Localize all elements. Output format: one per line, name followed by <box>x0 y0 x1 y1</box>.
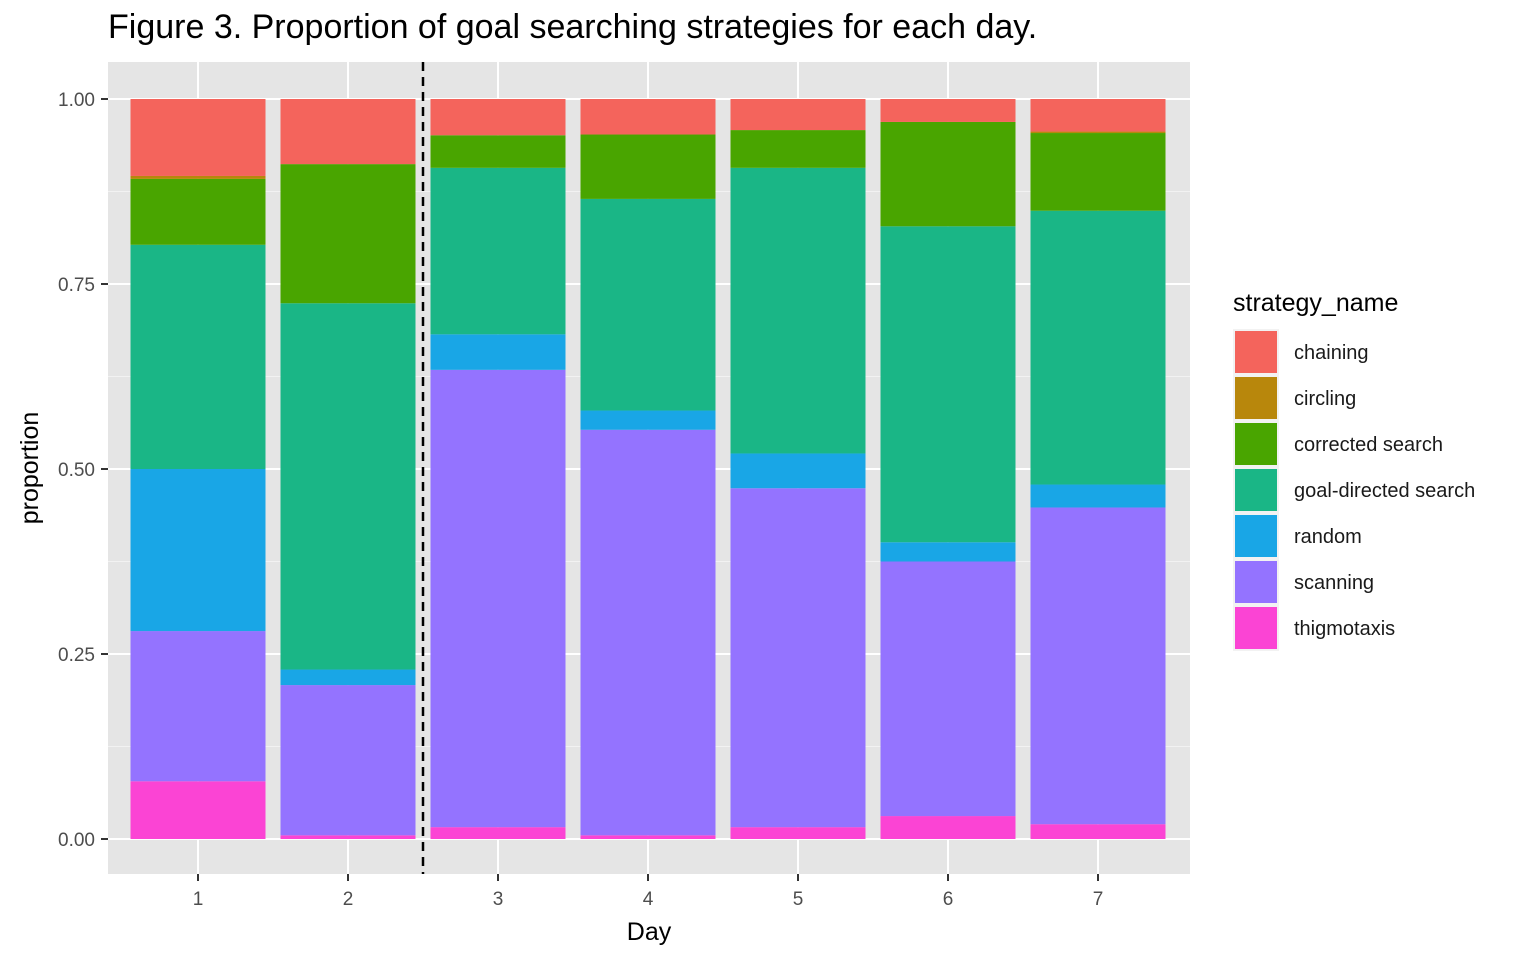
bar-segment-day3-corrected-search <box>430 135 566 168</box>
bar-segment-day7-chaining <box>1030 99 1166 132</box>
legend-label: random <box>1294 526 1362 548</box>
legend-label: circling <box>1294 388 1356 410</box>
bar-segment-day3-goal-directed-search <box>430 167 566 335</box>
legend-swatch <box>1235 331 1277 373</box>
bar-segment-day5-chaining <box>730 99 866 131</box>
y-tick-label: 0.25 <box>58 645 95 666</box>
x-tick-label: 4 <box>643 889 654 910</box>
legend-label: scanning <box>1294 572 1374 594</box>
bar-segment-day2-thigmotaxis <box>280 835 416 839</box>
x-tick-label: 3 <box>493 889 504 910</box>
bar-segment-day4-scanning <box>580 429 716 836</box>
bar-segment-day1-corrected-search <box>130 178 266 245</box>
bar-segment-day2-goal-directed-search <box>280 303 416 670</box>
bar-segment-day3-random <box>430 334 566 370</box>
bar-segment-day6-goal-directed-search <box>880 226 1016 543</box>
legend-swatch <box>1235 561 1277 603</box>
legend-label: chaining <box>1294 342 1369 364</box>
bar-segment-day7-circling <box>1030 131 1166 134</box>
bar-segment-day2-corrected-search <box>280 164 416 304</box>
bar-segment-day2-scanning <box>280 685 416 836</box>
chart-title: Figure 3. Proportion of goal searching s… <box>108 8 1038 46</box>
bar-segment-day6-random <box>880 542 1016 562</box>
x-tick-label: 7 <box>1093 889 1104 910</box>
bar-segment-day1-chaining <box>130 99 266 176</box>
bar-segment-day5-thigmotaxis <box>730 827 866 839</box>
legend-items: chaining circling corrected search goal-dir… <box>1233 329 1475 651</box>
y-axis: 0.00 0.25 0.50 0.75 1.00 <box>58 90 108 851</box>
x-axis: 1 2 3 4 5 6 7 <box>193 874 1104 910</box>
bar-segment-day1-goal-directed-search <box>130 244 266 469</box>
bar-segment-day1-circling <box>130 175 266 179</box>
bar-segment-day6-chaining <box>880 99 1016 122</box>
bar-segment-day3-chaining <box>430 99 566 136</box>
bar-segment-day4-chaining <box>580 99 716 135</box>
y-tick-label: 1.00 <box>58 90 95 111</box>
y-axis-title: proportion <box>16 412 44 525</box>
bar-segment-day1-thigmotaxis <box>130 781 266 839</box>
legend-swatch <box>1235 377 1277 419</box>
bar-segment-day7-goal-directed-search <box>1030 210 1166 485</box>
x-axis-title: Day <box>627 918 672 946</box>
y-tick-label: 0.75 <box>58 275 95 296</box>
bar-segment-day7-thigmotaxis <box>1030 824 1166 839</box>
bars <box>130 99 1166 839</box>
legend-label: thigmotaxis <box>1294 618 1395 640</box>
legend-swatch <box>1235 607 1277 649</box>
legend-label: corrected search <box>1294 434 1443 456</box>
legend-title: strategy_name <box>1233 289 1398 317</box>
bar-segment-day4-thigmotaxis <box>580 835 716 839</box>
bar-segment-day4-random <box>580 410 716 430</box>
bar-segment-day4-corrected-search <box>580 134 716 199</box>
bar-segment-day2-random <box>280 669 416 686</box>
y-tick-label: 0.00 <box>58 830 95 851</box>
legend-label: goal-directed search <box>1294 480 1475 502</box>
bar-segment-day3-scanning <box>430 369 566 828</box>
legend-swatch <box>1235 515 1277 557</box>
legend: strategy_name chaining circling corrected … <box>1233 289 1475 651</box>
bar-segment-day5-random <box>730 453 866 489</box>
bar-segment-day7-random <box>1030 484 1166 508</box>
x-tick-label: 2 <box>343 889 354 910</box>
bar-segment-day5-corrected-search <box>730 130 866 168</box>
bar-segment-day1-random <box>130 469 266 632</box>
bar-segment-day5-scanning <box>730 488 866 828</box>
y-tick-label: 0.50 <box>58 460 95 481</box>
legend-swatch <box>1235 469 1277 511</box>
x-tick-label: 5 <box>793 889 804 910</box>
bar-segment-day5-goal-directed-search <box>730 167 866 454</box>
bar-segment-day7-corrected-search <box>1030 133 1166 211</box>
x-tick-label: 1 <box>193 889 204 910</box>
bar-segment-day2-chaining <box>280 99 416 165</box>
bar-segment-day3-thigmotaxis <box>430 827 566 839</box>
bar-segment-day7-scanning <box>1030 507 1166 825</box>
bar-segment-day6-thigmotaxis <box>880 816 1016 839</box>
x-tick-label: 6 <box>943 889 954 910</box>
bar-segment-day1-scanning <box>130 631 266 782</box>
bar-segment-day4-goal-directed-search <box>580 198 716 411</box>
bar-segment-day6-corrected-search <box>880 121 1016 227</box>
legend-swatch <box>1235 423 1277 465</box>
bar-segment-day6-scanning <box>880 561 1016 817</box>
